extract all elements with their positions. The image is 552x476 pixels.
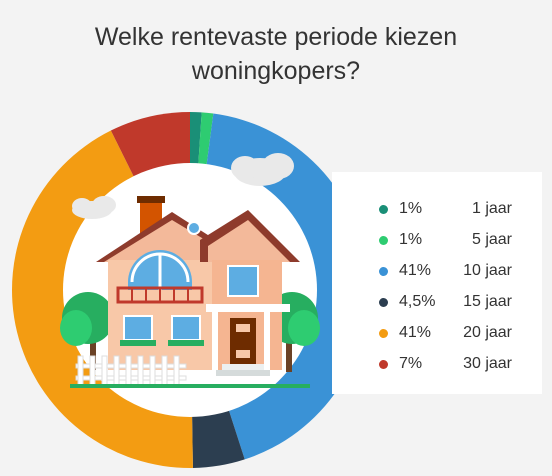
legend-value: 7% [399, 355, 423, 372]
legend-item-10-jaar: 41% 10 jaar [332, 256, 542, 287]
legend-item-1-jaar: 1% 1 jaar [332, 194, 542, 225]
legend-item-30-jaar: 7% 30 jaar [332, 349, 542, 380]
cloud-icon [72, 196, 116, 219]
legend-item-20-jaar: 41% 20 jaar [332, 318, 542, 349]
house-illustration [60, 153, 320, 388]
title-line-2: woningkopers? [191, 57, 361, 85]
legend-dot [379, 205, 388, 214]
legend-value: 41% [399, 324, 432, 341]
legend-label: 10 jaar [463, 262, 512, 279]
legend-label: 20 jaar [463, 324, 512, 341]
legend-item-5-jaar: 1% 5 jaar [332, 225, 542, 256]
chart-legend: 1% 1 jaar 1% 5 jaar 41% 10 jaar 4,5% 15 … [332, 172, 542, 394]
legend-dot [379, 236, 388, 245]
tree-icon [60, 292, 114, 370]
legend-dot [379, 329, 388, 338]
title-line-1: Welke rentevaste periode kiezen [94, 23, 458, 51]
legend-label: 1 jaar [471, 200, 512, 217]
legend-item-15-jaar: 4,5% 15 jaar [332, 287, 542, 318]
legend-value: 41% [399, 262, 432, 279]
legend-label: 30 jaar [463, 355, 512, 372]
legend-label: 5 jaar [471, 231, 512, 248]
legend-dot [379, 298, 388, 307]
cloud-icon [231, 153, 294, 186]
chart-title: Welke rentevaste periode kiezen woningko… [0, 20, 552, 88]
legend-value: 1% [399, 231, 423, 248]
legend-value: 4,5% [399, 293, 436, 310]
legend-dot [379, 267, 388, 276]
legend-label: 15 jaar [463, 293, 512, 310]
legend-value: 1% [399, 200, 423, 217]
legend-dot [379, 360, 388, 369]
